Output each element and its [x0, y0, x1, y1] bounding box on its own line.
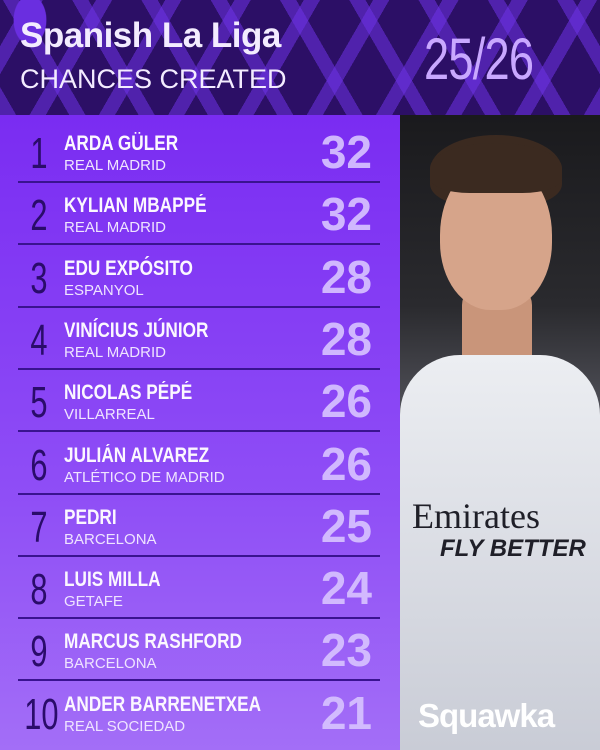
rank-number: 3	[30, 253, 48, 303]
rank-number: 5	[30, 378, 48, 428]
table-row: 1 ARDA GÜLER REAL MADRID 32	[18, 121, 380, 183]
club-name: REAL MADRID	[64, 343, 166, 361]
club-name: GETAFE	[64, 593, 123, 611]
club-name: VILLARREAL	[64, 406, 155, 424]
season-label: 25/26	[424, 27, 534, 92]
chances-value: 24	[320, 562, 372, 615]
table-row: 9 MARCUS RASHFORD BARCELONA 23	[18, 619, 380, 682]
table-row: 4 VINÍCIUS JÚNIOR REAL MADRID 28	[18, 308, 380, 370]
player-shirt	[400, 355, 600, 750]
player-name: MARCUS RASHFORD	[64, 630, 242, 654]
rank-number: 4	[30, 315, 48, 365]
rank-number: 7	[30, 502, 48, 552]
shirt-sponsor-tagline: FLY BETTER	[440, 535, 586, 562]
club-name: ATLÉTICO DE MADRID	[64, 468, 225, 486]
club-name: REAL MADRID	[64, 157, 166, 174]
player-name: LUIS MILLA	[64, 568, 161, 592]
table-row: 5 NICOLAS PÉPÉ VILLARREAL 26	[18, 370, 380, 433]
player-name: PEDRI	[64, 505, 117, 529]
table-row: 10 ANDER BARRENETXEA REAL SOCIEDAD 21	[18, 682, 380, 744]
club-name: REAL MADRID	[64, 219, 166, 237]
player-name: JULIÁN ALVAREZ	[64, 443, 210, 467]
table-row: 2 KYLIAN MBAPPÉ REAL MADRID 32	[18, 183, 380, 246]
chances-value: 21	[320, 686, 372, 739]
ranking-table: 1 ARDA GÜLER REAL MADRID 32 2 KYLIAN MBAPPÉ RE…	[0, 115, 400, 750]
table-row: 3 EDU EXPÓSITO ESPANYOL 28	[18, 246, 380, 308]
club-name: ESPANYOL	[64, 281, 144, 299]
page-subtitle: CHANCES CREATED	[20, 64, 287, 94]
table-row: 7 PEDRI BARCELONA 25	[18, 495, 380, 557]
chances-value: 32	[320, 126, 372, 178]
player-name: KYLIAN MBAPPÉ	[64, 194, 207, 218]
rank-number: 6	[30, 440, 48, 490]
chances-value: 28	[320, 250, 372, 303]
shirt-sponsor: Emirates	[412, 496, 540, 536]
chances-value: 23	[320, 624, 372, 677]
player-name: VINÍCIUS JÚNIOR	[64, 318, 209, 342]
chances-value: 25	[320, 499, 372, 552]
rank-number: 1	[30, 129, 48, 178]
player-name: ARDA GÜLER	[64, 132, 179, 155]
player-name: ANDER BARRENETXEA	[64, 692, 262, 716]
player-photo: Emirates FLY BETTER	[400, 115, 600, 750]
chances-value: 26	[320, 375, 372, 428]
chances-value: 32	[320, 188, 372, 241]
rank-number: 8	[30, 565, 48, 615]
club-name: BARCELONA	[64, 655, 157, 673]
header: Spanish La Liga CHANCES CREATED 25/26	[0, 0, 600, 115]
page-title: Spanish La Liga	[20, 16, 281, 55]
club-name: REAL SOCIEDAD	[64, 717, 186, 735]
club-name: BARCELONA	[64, 530, 157, 548]
table-row: 8 LUIS MILLA GETAFE 24	[18, 557, 380, 620]
player-name: EDU EXPÓSITO	[64, 256, 193, 280]
player-name: NICOLAS PÉPÉ	[64, 381, 193, 405]
player-hair-top	[430, 143, 562, 193]
chances-value: 26	[320, 437, 372, 490]
rank-number: 10	[24, 689, 59, 739]
chances-value: 28	[320, 312, 372, 365]
table-row: 6 JULIÁN ALVAREZ ATLÉTICO DE MADRID 26	[18, 433, 380, 495]
rank-number: 2	[30, 191, 48, 241]
squawka-logo: Squawka	[418, 697, 555, 734]
rank-number: 9	[30, 627, 48, 677]
